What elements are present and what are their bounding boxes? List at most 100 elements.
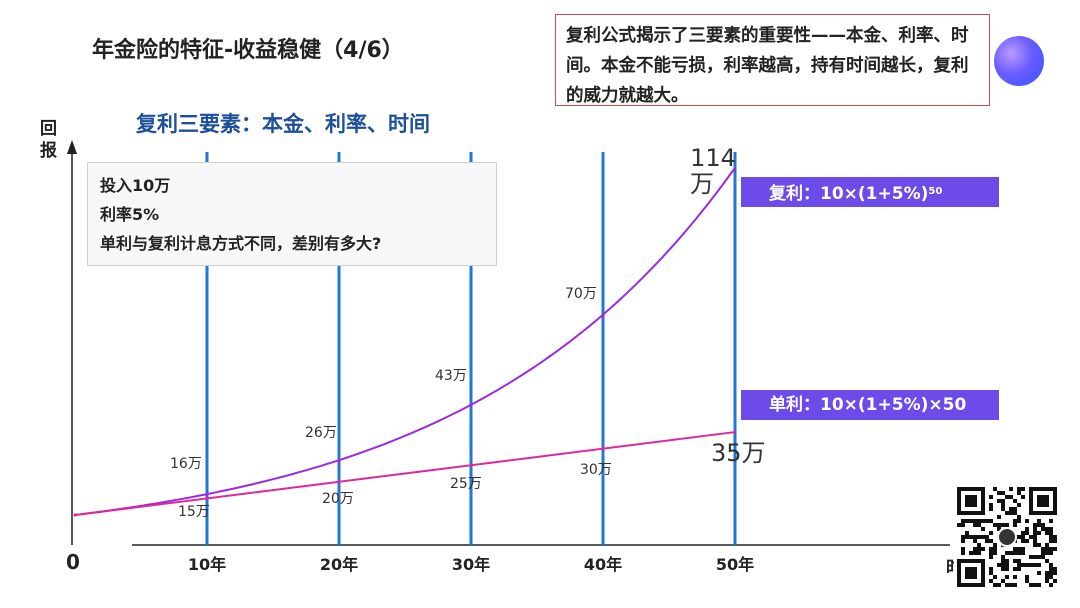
qr-module [961, 547, 965, 551]
qr-module [961, 539, 965, 543]
qr-module [989, 495, 993, 499]
simple-data-label: 25万 [450, 476, 482, 492]
qr-module [1037, 531, 1041, 535]
qr-module [981, 535, 985, 539]
qr-module [973, 523, 977, 527]
qr-module [1037, 571, 1041, 575]
qr-module [1045, 527, 1049, 531]
qr-module [1041, 527, 1045, 531]
qr-module [973, 551, 977, 555]
qr-module [1017, 503, 1021, 507]
compound-formula-tag: 复利：10×(1+5%)50 [741, 177, 999, 207]
qr-module [1001, 523, 1005, 527]
qr-module [1049, 563, 1053, 567]
qr-module [1013, 559, 1017, 563]
qr-module [1049, 535, 1053, 539]
qr-module [1041, 547, 1045, 551]
qr-module [977, 535, 981, 539]
qr-module [1013, 575, 1017, 579]
qr-module [977, 543, 981, 547]
qr-module [1045, 551, 1049, 555]
qr-module [1017, 567, 1021, 571]
qr-module [1033, 555, 1037, 559]
qr-module [1001, 503, 1005, 507]
qr-module [981, 527, 985, 531]
qr-module [989, 539, 993, 543]
qr-module [1025, 575, 1029, 579]
qr-module [1049, 519, 1053, 523]
qr-module [997, 563, 1001, 567]
qr-module [985, 535, 989, 539]
qr-module [1013, 507, 1017, 511]
qr-module [993, 551, 997, 555]
qr-module [1017, 491, 1021, 495]
x-tick-label: 40年 [584, 555, 622, 574]
qr-module [1021, 535, 1025, 539]
qr-module [1025, 539, 1029, 543]
qr-module [1033, 583, 1037, 587]
compound-interest-line [74, 167, 736, 516]
qr-module [993, 487, 997, 491]
qr-module [1021, 531, 1025, 535]
qr-module [1053, 571, 1057, 575]
compound-point [337, 460, 341, 464]
qr-module [1005, 567, 1009, 571]
qr-module [989, 507, 993, 511]
qr-module [1037, 555, 1041, 559]
qr-module [961, 535, 965, 539]
final-simple-value: 35万 [711, 439, 766, 467]
simple-point [205, 496, 209, 500]
qr-module [1029, 563, 1033, 567]
qr-module [1017, 535, 1021, 539]
qr-module [1013, 551, 1017, 555]
compound-point [733, 168, 737, 172]
qr-module [1033, 563, 1037, 567]
qr-module [973, 519, 977, 523]
qr-module [1001, 507, 1005, 511]
qr-module [1013, 567, 1017, 571]
qr-module [1009, 495, 1013, 499]
x-tick-label: 20年 [320, 555, 358, 574]
qr-module [993, 523, 997, 527]
qr-module [1013, 511, 1017, 515]
qr-module [1045, 571, 1049, 575]
qr-module [1053, 547, 1057, 551]
qr-module [985, 539, 989, 543]
qr-module [1001, 559, 1005, 563]
final-compound-number: 114 [690, 144, 736, 172]
qr-module [1005, 575, 1009, 579]
qr-module [961, 519, 965, 523]
simple-point [601, 447, 605, 451]
qr-module [1045, 531, 1049, 535]
qr-module [1001, 579, 1005, 583]
qr-module [1021, 487, 1025, 491]
qr-module [1049, 527, 1053, 531]
qr-module [1009, 551, 1013, 555]
qr-module [1033, 527, 1037, 531]
qr-module [1049, 551, 1053, 555]
compound-point [205, 493, 209, 497]
qr-code-graphic [957, 487, 1057, 587]
qr-module [977, 547, 981, 551]
final-compound-value: 114 万 [690, 145, 736, 197]
qr-module [1021, 539, 1025, 543]
x-tick-label: 10年 [188, 555, 226, 574]
simple-point [733, 430, 737, 434]
qr-module [1009, 583, 1013, 587]
qr-module [1017, 519, 1021, 523]
qr-module [1017, 487, 1021, 491]
simple-data-label: 30万 [580, 462, 612, 478]
qr-module [977, 519, 981, 523]
compound-formula-text: 复利：10×(1+5%) [769, 184, 929, 204]
qr-module [989, 519, 993, 523]
x-tick-label: 50年 [716, 555, 754, 574]
qr-module [973, 535, 977, 539]
qr-module [1005, 523, 1009, 527]
qr-module [981, 519, 985, 523]
qr-module [1021, 563, 1025, 567]
compound-point [601, 314, 605, 318]
qr-module [1001, 567, 1005, 571]
qr-module [1045, 547, 1049, 551]
y-axis-arrow [67, 140, 77, 154]
